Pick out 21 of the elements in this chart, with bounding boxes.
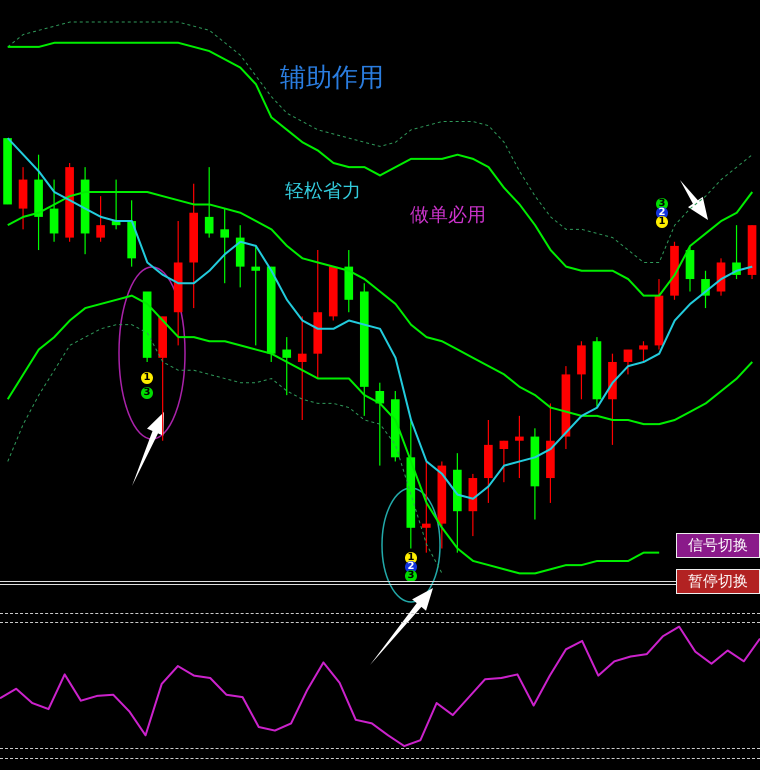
annotation: 信号切换 [676, 533, 760, 558]
annotation: 轻松省力 [285, 179, 361, 204]
candlestick [375, 382, 384, 466]
candlestick [624, 348, 632, 376]
annotation: 1 [656, 216, 668, 228]
candlestick [204, 166, 214, 238]
annotation: 3 [141, 387, 153, 399]
candlestick [515, 415, 524, 479]
candlestick [422, 460, 431, 554]
candlestick [220, 208, 230, 284]
text: 暂停切换 [676, 569, 760, 594]
candlestick [639, 340, 648, 363]
candlestick [251, 245, 260, 346]
annotation: 做单必用 [410, 203, 486, 228]
candlestick [282, 336, 292, 396]
candlestick [298, 316, 307, 421]
candlestick [500, 440, 508, 483]
annotation: 1 [141, 372, 153, 384]
text: 3 [405, 570, 417, 582]
candlestick [96, 196, 105, 242]
chart-title: 辅助作用 [280, 62, 384, 95]
